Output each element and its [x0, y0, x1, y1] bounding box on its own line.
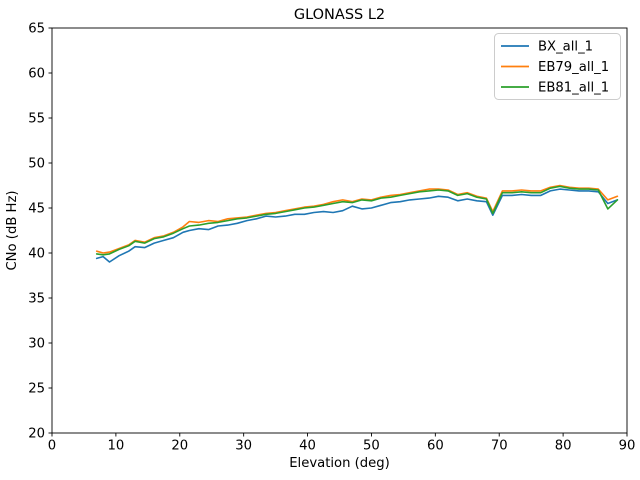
x-axis-label: Elevation (deg) [289, 456, 390, 471]
y-tick-label: 60 [28, 67, 45, 82]
x-tick-label: 20 [171, 439, 188, 454]
y-tick-label: 20 [28, 427, 45, 442]
y-tick-label: 35 [28, 292, 45, 307]
x-tick-label: 60 [427, 439, 444, 454]
y-tick-label: 40 [28, 247, 45, 262]
legend: BX_all_1 EB79_all_1 EB81_all_1 [494, 33, 621, 100]
x-tick-label: 40 [299, 439, 316, 454]
legend-label-eb81: EB81_all_1 [538, 81, 609, 96]
y-tick-label: 50 [28, 157, 45, 172]
x-tick-label: 70 [491, 439, 508, 454]
x-tick-label: 50 [363, 439, 380, 454]
series-EB79_all_1 [95, 184, 619, 254]
x-tick-label: 90 [619, 439, 636, 454]
legend-label-eb79: EB79_all_1 [538, 60, 609, 75]
legend-label-bx: BX_all_1 [538, 40, 593, 55]
x-tick-label: 30 [235, 439, 252, 454]
x-tick-label: 80 [555, 439, 572, 454]
y-tick-label: 25 [28, 382, 45, 397]
legend-box [494, 33, 621, 100]
y-tick-label: 65 [28, 22, 45, 37]
x-tick-label: 0 [48, 439, 56, 454]
y-tick-label: 55 [28, 112, 45, 127]
series-BX_all_1 [95, 188, 619, 263]
axes-spines [51, 27, 628, 434]
y-tick-label: 30 [28, 337, 45, 352]
chart-title: GLONASS L2 [294, 7, 385, 23]
y-axis-label: CNo (dB Hz) [5, 190, 20, 270]
plot-area: 0 10 20 30 40 50 60 70 80 90 20 25 30 35 40 45 50 55 60 65 [28, 22, 635, 454]
series-EB81_all_1 [95, 185, 619, 256]
x-tick-label: 10 [107, 439, 124, 454]
y-tick-label: 45 [28, 202, 45, 217]
